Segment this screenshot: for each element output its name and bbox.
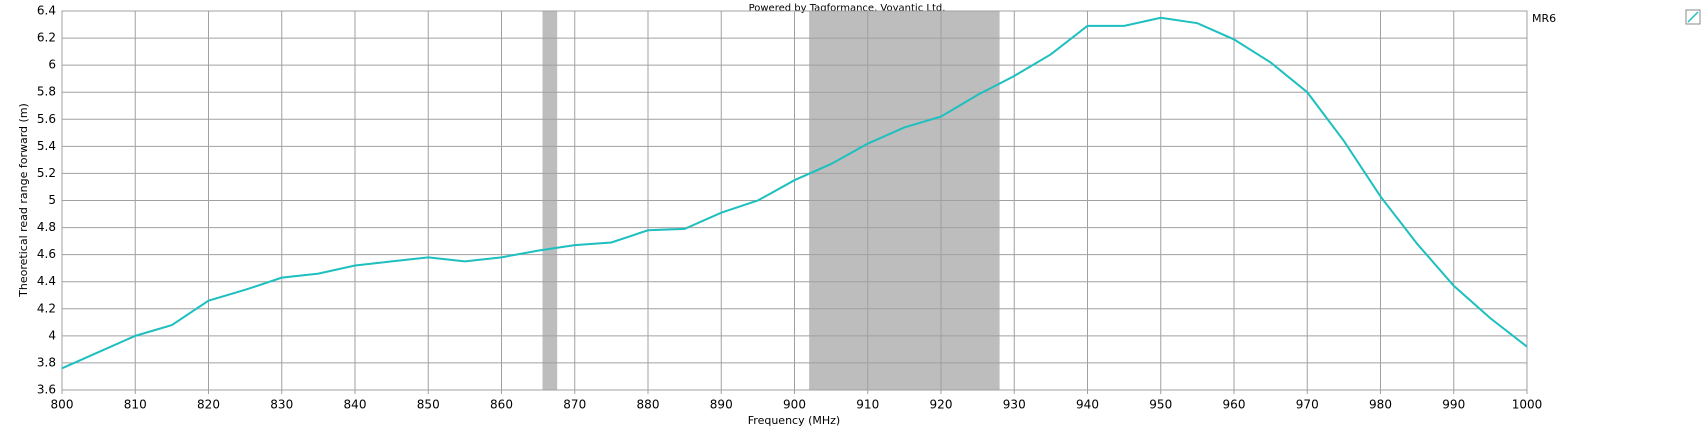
x-tick-label: 990 (1442, 398, 1465, 412)
x-tick-label: 950 (1149, 398, 1172, 412)
y-axis-label: Theoretical read range forward (m) (17, 103, 30, 298)
chart-title: Powered by Tagformance, Voyantic Ltd. (749, 3, 946, 14)
x-tick-label: 960 (1223, 398, 1246, 412)
x-tick-label: 880 (637, 398, 660, 412)
y-tick-label: 6 (48, 58, 56, 72)
legend-swatch (1687, 11, 1699, 23)
x-tick-label: 810 (124, 398, 147, 412)
y-tick-label: 4.6 (37, 247, 56, 261)
y-tick-label: 5 (48, 193, 56, 207)
x-tick-label: 870 (563, 398, 586, 412)
y-tick-label: 3.6 (37, 383, 56, 397)
legend-label: MR6 (1532, 12, 1556, 25)
x-tick-label: 970 (1296, 398, 1319, 412)
x-tick-label: 980 (1369, 398, 1392, 412)
x-tick-label: 890 (710, 398, 733, 412)
x-tick-label: 860 (490, 398, 513, 412)
x-tick-label: 920 (930, 398, 953, 412)
y-tick-label: 5.4 (37, 139, 56, 153)
y-tick-label: 5.6 (37, 112, 56, 126)
x-tick-label: 900 (783, 398, 806, 412)
x-axis-label: Frequency (MHz) (748, 414, 840, 427)
y-tick-label: 6.4 (37, 4, 56, 18)
y-tick-label: 3.8 (37, 355, 56, 369)
x-tick-label: 910 (856, 398, 879, 412)
x-tick-label: 940 (1076, 398, 1099, 412)
x-tick-label: 800 (51, 398, 74, 412)
x-tick-label: 850 (417, 398, 440, 412)
y-tick-label: 5.8 (37, 85, 56, 99)
x-tick-label: 830 (270, 398, 293, 412)
x-tick-label: 930 (1003, 398, 1026, 412)
y-tick-label: 6.2 (37, 31, 56, 45)
y-tick-label: 4.8 (37, 220, 56, 234)
plot-frame (61, 10, 1528, 391)
y-tick-label: 4 (48, 328, 56, 342)
x-tick-label: 820 (197, 398, 220, 412)
y-tick-label: 5.2 (37, 166, 56, 180)
x-tick-label: 1000 (1512, 398, 1543, 412)
y-tick-label: 4.4 (37, 274, 56, 288)
data-line (61, 16, 1528, 370)
x-tick-label: 840 (344, 398, 367, 412)
y-tick-label: 4.2 (37, 301, 56, 315)
